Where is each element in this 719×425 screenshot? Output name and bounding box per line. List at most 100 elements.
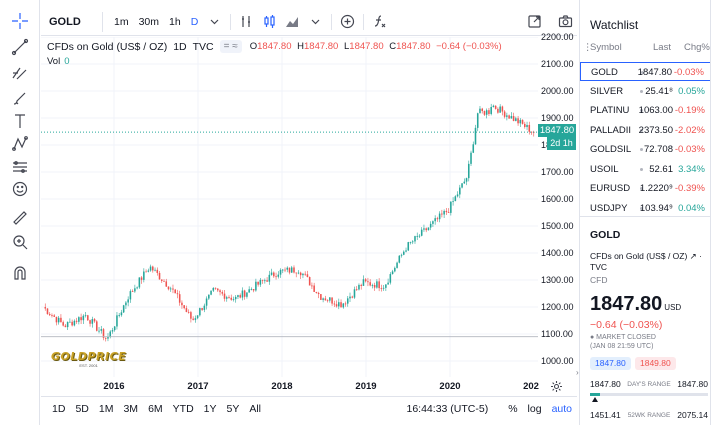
area-icon[interactable] (281, 14, 304, 29)
watchlist-row[interactable]: PLATINU 1063.00 -0.19% (580, 101, 711, 120)
magnet-icon[interactable] (8, 262, 32, 284)
brush-icon[interactable] (8, 88, 32, 110)
watchlist-row[interactable]: EURUSD 1.2220⁹ -0.39% (580, 179, 711, 198)
watchlist-row[interactable]: USOIL 52.61 3.34% (580, 160, 711, 179)
range-6m[interactable]: 6M (148, 402, 163, 415)
candle-body (223, 293, 226, 299)
crosshair-icon[interactable] (8, 10, 32, 32)
auto-toggle[interactable]: auto (551, 402, 572, 415)
candle-body (340, 302, 342, 308)
watchlist-row[interactable]: PALLADII 2373.50 -2.02% (580, 121, 711, 140)
candle-body (465, 178, 468, 182)
candle-body (246, 292, 248, 297)
day-range: 1847.80 DAY'S RANGE 1847.80 (590, 379, 708, 389)
timeframe-d[interactable]: D (190, 15, 199, 28)
ask-price[interactable]: 1849.80 (635, 357, 676, 370)
candle-body (176, 293, 179, 295)
log-toggle[interactable]: log (527, 402, 542, 415)
timeframe-1m[interactable]: 1m (114, 15, 129, 28)
range-1d[interactable]: 1D (52, 402, 66, 415)
candle-body (427, 227, 430, 231)
candle-body (84, 315, 87, 317)
candle-body (485, 110, 488, 115)
candle-body (232, 299, 235, 300)
candle-body (461, 183, 463, 188)
function-icon[interactable] (368, 14, 391, 29)
watchlist-row[interactable]: SILVER 25.41⁸ 0.05% (580, 82, 711, 101)
candle-body (277, 274, 280, 277)
watchlist-row[interactable]: USDJPY 103.94⁹ 0.04% (580, 199, 711, 218)
range-1y[interactable]: 1Y (203, 402, 217, 415)
price-axis[interactable]: 2200.002100.002000.001900.001800.001700.… (537, 32, 577, 377)
candle-body (273, 272, 275, 277)
candle-body (320, 294, 322, 300)
candle-body (302, 273, 304, 276)
candle-body (192, 318, 194, 320)
chart-pane[interactable]: CFDs on Gold (US$ / OZ) 1D TVC = ≈ O1847… (41, 37, 578, 395)
range-1m[interactable]: 1M (98, 402, 114, 415)
range-all[interactable]: All (249, 402, 262, 415)
time-axis[interactable]: 2016 2017 2018 2019 2020 202 (41, 377, 539, 395)
watchlist-symbol: USDJPY (590, 202, 628, 214)
price-tick: 2000.00 (541, 86, 574, 96)
candle-body (331, 297, 333, 304)
range-5d[interactable]: 5D (75, 402, 89, 415)
candle-body (400, 254, 403, 256)
candle-body (187, 311, 190, 313)
right-sidebar-strip (710, 0, 719, 425)
percent-toggle[interactable]: % (508, 402, 518, 415)
legend-toggle[interactable]: = ≈ (219, 40, 242, 53)
candle-body (459, 187, 461, 195)
watchlist-last: 72.708 (643, 144, 673, 155)
ruler-icon[interactable] (8, 207, 32, 229)
candle-body (138, 277, 141, 288)
candle-body (508, 115, 510, 119)
fullscreen-icon[interactable] (523, 14, 546, 29)
symbol-search[interactable]: GOLD (41, 11, 103, 32)
add-icon[interactable] (336, 14, 359, 29)
candle-body (60, 317, 62, 323)
zoom-in-icon[interactable] (8, 231, 32, 253)
chevron-down-icon[interactable] (203, 14, 226, 29)
candles-icon[interactable] (258, 14, 281, 29)
settings-gear-icon[interactable] (550, 380, 563, 396)
chart-type-chevron-icon[interactable] (304, 14, 327, 29)
pattern-icon[interactable] (8, 133, 32, 155)
candle-body (360, 284, 362, 286)
candle-body (154, 269, 156, 271)
details-description[interactable]: CFDs on Gold (US$ / OZ) ↗ · TVC (590, 251, 702, 272)
candle-body (53, 315, 55, 317)
camera-icon[interactable] (554, 14, 577, 29)
timeframe-1h[interactable]: 1h (169, 15, 181, 28)
candle-body (425, 228, 427, 231)
emoji-icon[interactable] (8, 178, 32, 200)
candle-body (147, 270, 150, 272)
watchlist-symbol: USOIL (590, 163, 619, 175)
watchlist-row[interactable]: GOLDSIL 72.708 -0.03% (580, 140, 711, 159)
timeframe-30m[interactable]: 30m (138, 15, 160, 28)
candle-body (389, 274, 392, 283)
watchlist-change: -2.02% (674, 124, 705, 136)
candle-body (373, 285, 376, 288)
candle-body (118, 315, 120, 316)
candle-body (434, 218, 436, 222)
text-icon[interactable] (8, 110, 32, 132)
range-3m[interactable]: 3M (123, 402, 139, 415)
range-ytd[interactable]: YTD (172, 402, 194, 415)
drag-handle-icon[interactable]: ⋮ (583, 42, 593, 53)
candle-body (163, 280, 165, 282)
candle-body (131, 291, 134, 292)
clock[interactable]: 16:44:33 (UTC-5) (406, 402, 489, 415)
range-5y[interactable]: 5Y (226, 402, 240, 415)
legend-interval: 1D (173, 40, 187, 53)
forecast-icon[interactable] (8, 156, 32, 178)
bid-price[interactable]: 1847.80 (590, 357, 631, 370)
collapse-panel-icon[interactable]: › (576, 368, 579, 377)
fib-icon[interactable] (8, 62, 32, 84)
watchlist-row[interactable]: GOLD 1847.80 -0.03% (580, 62, 711, 81)
candle-body (405, 250, 407, 252)
candle-body (98, 330, 100, 332)
indicators-icon[interactable] (235, 14, 258, 29)
details-symbol: GOLD (590, 229, 621, 241)
trend-line-icon[interactable] (8, 36, 32, 58)
